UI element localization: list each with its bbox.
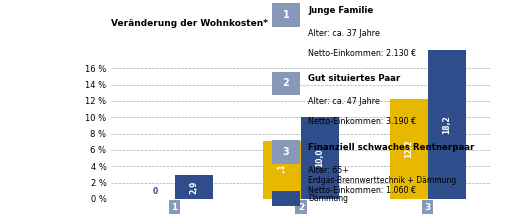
Bar <box>427 50 465 199</box>
Bar <box>174 175 212 199</box>
Bar <box>300 117 338 199</box>
Text: 0: 0 <box>153 187 158 196</box>
FancyBboxPatch shape <box>271 3 299 27</box>
Text: Dämmung: Dämmung <box>308 194 347 203</box>
Text: Junge Familie: Junge Familie <box>308 6 373 15</box>
Bar <box>389 99 427 199</box>
FancyBboxPatch shape <box>271 72 299 95</box>
Text: Alter: ca. 37 Jahre: Alter: ca. 37 Jahre <box>308 29 379 38</box>
Text: Alter: ca. 47 Jahre: Alter: ca. 47 Jahre <box>308 97 379 106</box>
Text: 1: 1 <box>282 10 289 20</box>
FancyBboxPatch shape <box>271 173 299 188</box>
Text: 18,2: 18,2 <box>441 115 450 134</box>
Bar <box>263 141 300 199</box>
Text: 7,1: 7,1 <box>277 163 286 177</box>
Text: 1: 1 <box>171 203 177 211</box>
Text: 2,9: 2,9 <box>189 180 197 194</box>
Text: Netto-Einkommen: 3.190 €: Netto-Einkommen: 3.190 € <box>308 117 416 126</box>
FancyBboxPatch shape <box>271 140 299 164</box>
Text: Netto-Einkommen: 1.060 €: Netto-Einkommen: 1.060 € <box>308 186 416 195</box>
Text: 12,2: 12,2 <box>403 140 412 158</box>
Text: Erdgas-Brennwerttechnik + Dämmung: Erdgas-Brennwerttechnik + Dämmung <box>308 176 456 185</box>
Text: 10,0: 10,0 <box>315 149 324 168</box>
Text: 2: 2 <box>297 203 304 211</box>
Text: Alter: 65+: Alter: 65+ <box>308 166 348 175</box>
Text: 3: 3 <box>282 147 289 157</box>
Text: Finanziell schwaches Rentnerpaar: Finanziell schwaches Rentnerpaar <box>308 143 474 152</box>
Text: Netto-Einkommen: 2.130 €: Netto-Einkommen: 2.130 € <box>308 49 416 58</box>
Text: Gut situiertes Paar: Gut situiertes Paar <box>308 74 400 83</box>
Text: 2: 2 <box>282 78 289 88</box>
Text: 3: 3 <box>424 203 430 211</box>
FancyBboxPatch shape <box>271 191 299 206</box>
Text: Veränderung der Wohnkosten*: Veränderung der Wohnkosten* <box>111 19 268 28</box>
